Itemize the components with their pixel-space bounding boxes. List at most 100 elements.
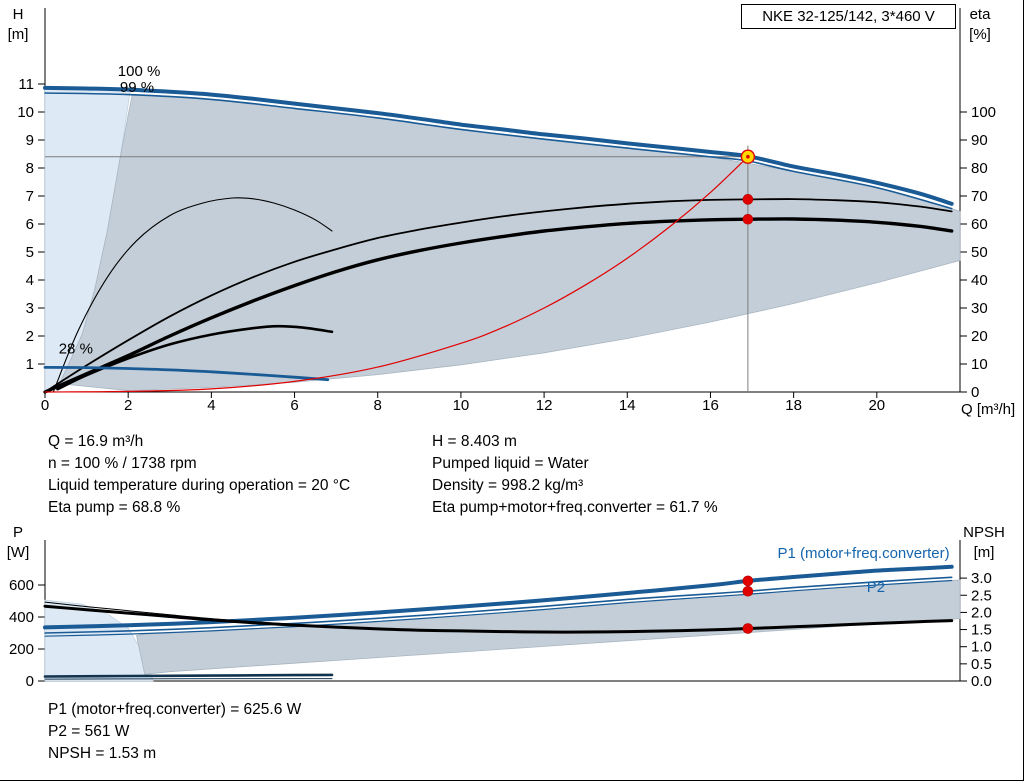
info-line-density: Density = 998.2 kg/m³ — [432, 477, 584, 494]
info-line-temperature: Liquid temperature during operation = 20… — [48, 477, 351, 494]
tick-label: 2.5 — [971, 587, 992, 604]
pump-curve-100pct — [43, 85, 954, 206]
eta-total-marker — [742, 213, 754, 225]
tick-label: 80 — [971, 160, 988, 177]
pump-curve-99pct — [44, 92, 953, 210]
info-line-eta-pump: Eta pump = 68.8 % — [48, 499, 181, 516]
tick-label: 60 — [971, 216, 988, 233]
tick-label: 3.0 — [971, 570, 992, 587]
duty-info-right: H = 8.403 m Pumped liquid = Water Densit… — [432, 431, 718, 519]
tick-label: 30 — [971, 300, 988, 317]
info-line-p1: P1 (motor+freq.converter) = 625.6 W — [48, 701, 302, 718]
tick-label: 0 — [971, 384, 979, 401]
info-line-q: Q = 16.9 m³/h — [48, 433, 144, 450]
tick-label: 70 — [971, 188, 988, 205]
tick-label: 4 — [207, 397, 215, 414]
tick-label: 5 — [26, 244, 34, 261]
speed-label-100: 100 % — [118, 63, 161, 80]
qh-eta-chart: 100 %99 % 28 % — [43, 63, 961, 394]
power-npsh-chart: P1 (motor+freq.converter) P2 — [43, 545, 961, 682]
npsh-axis-unit: [m] — [973, 544, 995, 561]
duty-point-center — [746, 154, 750, 159]
tick-label: 50 — [971, 244, 988, 261]
power-envelope — [136, 579, 961, 675]
tick-label: 14 — [619, 397, 636, 414]
tick-label: 6 — [26, 216, 34, 233]
tick-label: 16 — [702, 397, 719, 414]
duty-info-left: Q = 16.9 m³/h n = 100 % / 1738 rpm Liqui… — [48, 431, 350, 519]
tick-label: 10 — [17, 104, 34, 121]
tick-label: 0 — [41, 397, 49, 414]
npsh-curve — [43, 604, 954, 634]
tick-label: 18 — [785, 397, 802, 414]
info-line-npsh: NPSH = 1.53 m — [48, 745, 157, 762]
eta-axis-unit: [%] — [969, 26, 991, 43]
pump-curve-28pct — [43, 366, 330, 382]
tick-label: 10 — [971, 356, 988, 373]
npsh-axis-title: NPSH [m] — [951, 523, 1017, 563]
tick-label: 7 — [26, 188, 34, 205]
info-line-eta-total: Eta pump+motor+freq.converter = 61.7 % — [432, 499, 718, 516]
tick-label: 2 — [26, 328, 34, 345]
h-axis-unit: [m] — [7, 26, 29, 43]
tick-label: 8 — [26, 160, 34, 177]
tick-label: 100 — [971, 104, 996, 121]
system-curve — [44, 156, 749, 393]
p-axis-symbol: P — [12, 524, 23, 541]
tick-label: 40 — [971, 272, 988, 289]
npsh-marker — [742, 623, 754, 634]
tick-label: 0.0 — [971, 673, 992, 690]
speed-label-99: 99 % — [120, 79, 154, 96]
p-axis-title: P [W] — [0, 523, 36, 563]
eta-total-reduced-speed-curve — [56, 324, 334, 391]
tick-label: 8 — [374, 397, 382, 414]
pump-title-box: NKE 32-125/142, 3*460 V — [741, 4, 956, 29]
tick-label: 2.0 — [971, 604, 992, 621]
p2-label: P2 — [867, 579, 885, 596]
p2-curve — [44, 576, 953, 634]
tick-label: 10 — [453, 397, 470, 414]
tick-label: 1.0 — [971, 639, 992, 656]
eta-pump-curve — [44, 198, 953, 393]
operating-envelope — [59, 94, 961, 392]
tick-label: 2 — [124, 397, 132, 414]
tick-label: 0.5 — [971, 656, 992, 673]
eta-axis-title: eta [%] — [957, 5, 1003, 45]
tick-label: 200 — [9, 641, 34, 658]
tick-label: 9 — [26, 132, 34, 149]
speed-label-28: 28 % — [59, 340, 93, 357]
info-line-head: H = 8.403 m — [432, 433, 517, 450]
tick-label: 20 — [971, 328, 988, 345]
tick-label: 20 — [868, 397, 885, 414]
tick-label: 6 — [290, 397, 298, 414]
p1-label: P1 (motor+freq.converter) — [777, 545, 949, 562]
power-info: P1 (motor+freq.converter) = 625.6 W P2 =… — [48, 699, 301, 765]
tick-label: 1.5 — [971, 622, 992, 639]
p2-min-speed-curve — [44, 678, 333, 680]
eta-pump-marker — [742, 194, 754, 205]
tick-label: 600 — [9, 577, 34, 594]
tick-label: 400 — [9, 609, 34, 626]
tick-label: 4 — [26, 272, 34, 289]
eta-axis-symbol: eta — [969, 6, 991, 23]
h-axis-symbol: H — [12, 6, 24, 23]
eta-total-curve — [43, 217, 954, 394]
p-axis-unit: [W] — [6, 544, 30, 561]
info-line-speed: n = 100 % / 1738 rpm — [48, 455, 197, 472]
p1-min-speed-curve — [43, 673, 334, 678]
npsh-axis-symbol: NPSH — [963, 524, 1005, 541]
tick-label: 3 — [26, 300, 34, 317]
p1-marker — [742, 575, 754, 587]
p2-marker — [742, 585, 754, 597]
tick-label: 1 — [26, 356, 34, 373]
info-line-liquid: Pumped liquid = Water — [432, 455, 589, 472]
tick-label: 11 — [18, 76, 34, 93]
tick-label: 0 — [26, 673, 34, 690]
h-axis-title: H [m] — [0, 5, 36, 45]
tick-label: 90 — [971, 132, 988, 149]
eta-pump-reduced-speed-curve — [52, 197, 333, 393]
tick-label: 12 — [536, 397, 553, 414]
